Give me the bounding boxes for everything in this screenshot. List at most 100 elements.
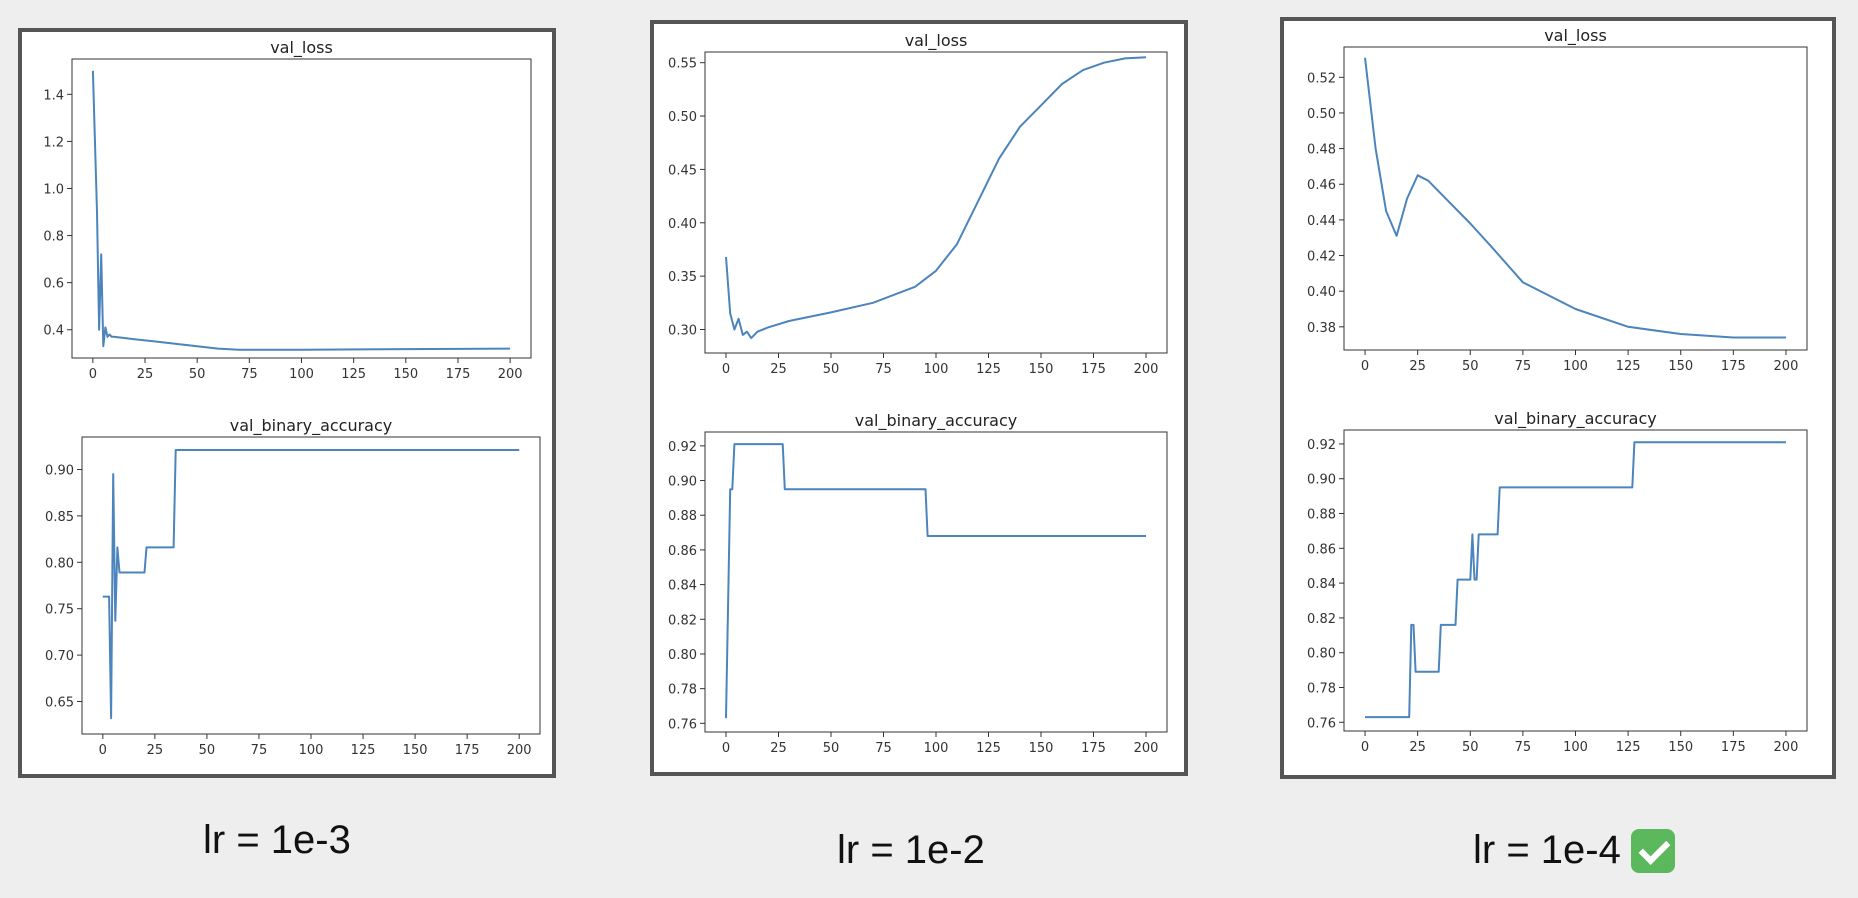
y-tick-label: 0.46 (1307, 178, 1336, 193)
x-tick-label: 25 (1409, 359, 1426, 374)
x-tick-label: 175 (455, 743, 480, 758)
y-tick-label: 0.30 (668, 324, 697, 339)
x-tick-label: 150 (393, 367, 418, 382)
series-line-0 (1365, 441, 1786, 719)
x-tick-label: 125 (341, 367, 366, 382)
x-tick-label: 100 (1563, 740, 1588, 755)
chart-title: val_loss (1544, 26, 1607, 46)
x-tick-label: 200 (507, 743, 532, 758)
x-tick-label: 125 (1616, 359, 1641, 374)
y-tick-label: 0.92 (1307, 438, 1336, 453)
caption-lr-1e-2: lr = 1e-2 (837, 828, 985, 873)
chart-title: val_binary_accuracy (1494, 409, 1657, 429)
y-tick-label: 0.80 (1307, 647, 1336, 662)
x-tick-label: 125 (976, 741, 1001, 756)
y-tick-label: 0.40 (1307, 285, 1336, 300)
x-tick-label: 175 (1721, 740, 1746, 755)
plot-frame (1343, 429, 1808, 732)
x-tick-label: 100 (289, 367, 314, 382)
y-tick-label: 0.88 (668, 509, 697, 524)
x-tick-label: 200 (498, 367, 523, 382)
y-tick-label: 0.85 (45, 510, 74, 525)
y-tick-label: 0.86 (668, 544, 697, 559)
x-tick-label: 75 (875, 741, 892, 756)
panel-lr-1e-3 (18, 28, 556, 778)
y-tick-label: 0.48 (1307, 143, 1336, 158)
x-tick-label: 175 (446, 367, 471, 382)
caption-text: lr = 1e-4 (1473, 828, 1621, 872)
chart-title: val_binary_accuracy (230, 416, 393, 436)
x-tick-label: 150 (1029, 362, 1054, 377)
x-tick-label: 100 (924, 741, 949, 756)
x-tick-label: 150 (1668, 359, 1693, 374)
y-tick-label: 0.4 (43, 324, 64, 339)
x-tick-label: 75 (251, 743, 268, 758)
y-tick-label: 1.4 (43, 88, 64, 103)
caption-text: lr = 1e-2 (837, 828, 985, 872)
x-tick-label: 175 (1081, 741, 1106, 756)
y-tick-label: 0.6 (43, 277, 64, 292)
x-tick-label: 200 (1774, 740, 1799, 755)
y-tick-label: 0.90 (45, 463, 74, 478)
y-tick-label: 0.76 (1307, 716, 1336, 731)
x-tick-label: 175 (1081, 362, 1106, 377)
x-tick-label: 25 (147, 743, 164, 758)
x-tick-label: 150 (1668, 740, 1693, 755)
y-tick-label: 0.78 (1307, 682, 1336, 697)
x-tick-label: 50 (1462, 359, 1479, 374)
series-line-0 (725, 56, 1147, 340)
caption-lr-1e-4: lr = 1e-4 (1473, 828, 1675, 873)
y-tick-label: 0.45 (668, 163, 697, 178)
series-line-0 (91, 70, 511, 351)
y-tick-label: 0.44 (1307, 214, 1336, 229)
y-tick-label: 0.88 (1307, 508, 1336, 523)
series-line-0 (725, 443, 1146, 719)
y-tick-label: 0.75 (45, 603, 74, 618)
y-tick-label: 1.0 (43, 182, 64, 197)
x-tick-label: 50 (1462, 740, 1479, 755)
x-tick-label: 200 (1134, 741, 1159, 756)
x-tick-label: 25 (137, 367, 154, 382)
chart-title: val_binary_accuracy (855, 411, 1018, 431)
panel-lr-1e-2 (650, 20, 1188, 776)
y-tick-label: 0.8 (43, 230, 64, 245)
chart-title: val_loss (270, 38, 333, 58)
x-tick-label: 125 (976, 362, 1001, 377)
x-tick-label: 0 (89, 367, 97, 382)
y-tick-label: 0.84 (668, 579, 697, 594)
x-tick-label: 75 (1515, 740, 1532, 755)
y-tick-label: 0.50 (668, 110, 697, 125)
y-tick-label: 0.76 (668, 717, 697, 732)
check-mark-icon (1630, 828, 1675, 873)
x-tick-label: 100 (1563, 359, 1588, 374)
y-tick-label: 0.50 (1307, 107, 1336, 122)
x-tick-label: 150 (403, 743, 428, 758)
y-tick-label: 0.42 (1307, 250, 1336, 265)
x-tick-label: 0 (722, 741, 730, 756)
x-tick-label: 175 (1721, 359, 1746, 374)
x-tick-label: 25 (770, 741, 787, 756)
y-tick-label: 0.92 (668, 440, 697, 455)
x-tick-label: 50 (189, 367, 206, 382)
y-tick-label: 0.82 (1307, 612, 1336, 627)
series-line-0 (1364, 57, 1786, 339)
x-tick-label: 0 (1361, 740, 1369, 755)
x-tick-label: 200 (1134, 362, 1159, 377)
series-line-0 (102, 449, 520, 720)
y-tick-label: 0.80 (45, 556, 74, 571)
y-tick-label: 0.65 (45, 696, 74, 711)
panel-lr-1e-4 (1280, 17, 1836, 779)
y-tick-label: 0.82 (668, 613, 697, 628)
x-tick-label: 150 (1029, 741, 1054, 756)
x-tick-label: 75 (1515, 359, 1532, 374)
y-tick-label: 0.55 (668, 57, 697, 72)
caption-text: lr = 1e-3 (203, 818, 351, 862)
y-tick-label: 0.90 (1307, 473, 1336, 488)
y-tick-label: 0.78 (668, 683, 697, 698)
x-tick-label: 100 (299, 743, 324, 758)
y-tick-label: 0.52 (1307, 71, 1336, 86)
